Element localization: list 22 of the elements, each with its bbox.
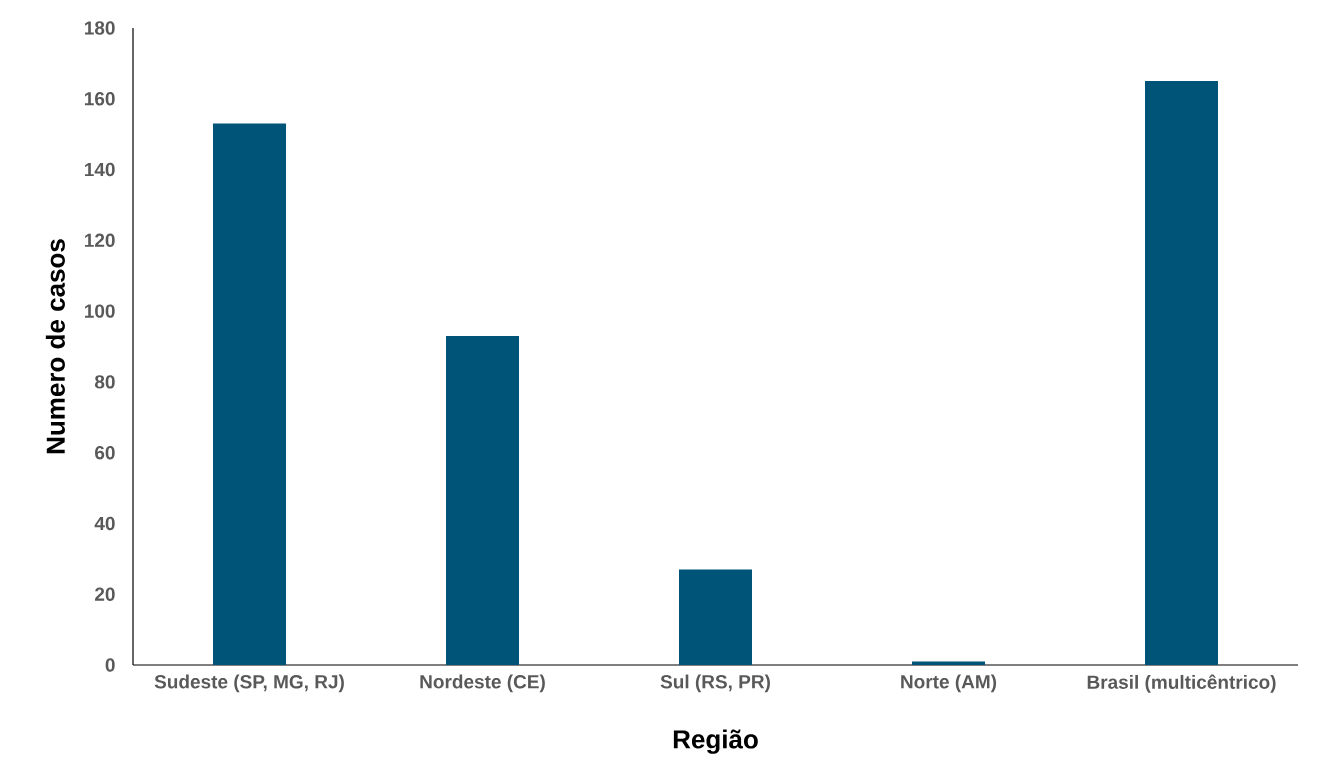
y-tick-label: 0 bbox=[105, 658, 115, 672]
x-tick-label: Brasil (multicêntrico) bbox=[1087, 674, 1276, 693]
x-tick-label: Norte (AM) bbox=[901, 674, 997, 693]
bar bbox=[1145, 81, 1218, 665]
y-tick-label: 140 bbox=[84, 162, 115, 177]
y-tick-label: 120 bbox=[84, 233, 115, 248]
bar bbox=[446, 335, 519, 665]
y-tick-label: 160 bbox=[84, 92, 115, 106]
y-tick-label: 60 bbox=[95, 445, 115, 460]
x-tick-label: Sul (RS, PR) bbox=[660, 674, 770, 693]
bar bbox=[912, 661, 985, 665]
y-tick-label: 100 bbox=[84, 304, 115, 318]
y-tick-label: 40 bbox=[94, 516, 115, 531]
y-axis-title: Numero de casos bbox=[45, 239, 65, 454]
bar bbox=[679, 569, 752, 665]
x-tick-label: Nordeste (CE) bbox=[420, 674, 545, 693]
y-tick-label: 20 bbox=[95, 587, 115, 601]
x-tick-label: Sudeste (SP, MG, RJ) bbox=[154, 674, 344, 693]
y-tick-label: 80 bbox=[94, 375, 115, 389]
y-tick-label: 180 bbox=[84, 21, 115, 35]
x-axis-title: Região bbox=[673, 729, 758, 754]
bar bbox=[213, 123, 286, 665]
